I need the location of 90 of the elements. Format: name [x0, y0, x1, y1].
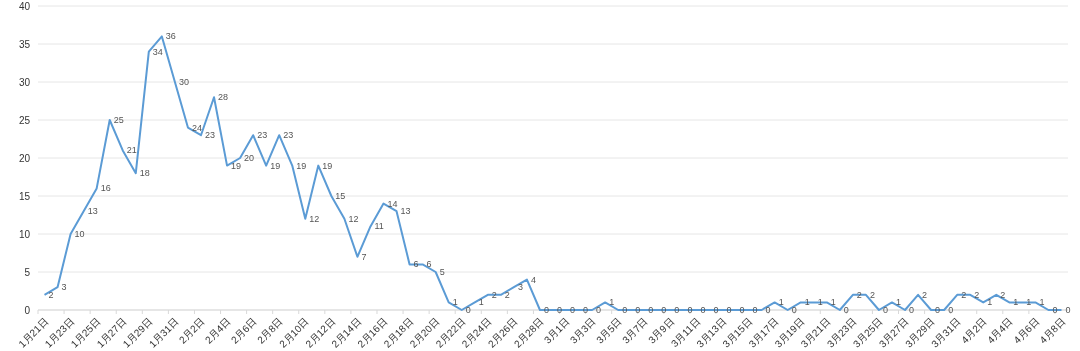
data-label: 20: [244, 153, 255, 163]
data-label: 19: [270, 160, 281, 171]
data-label: 19: [296, 160, 307, 171]
data-label: 5: [439, 267, 445, 277]
y-tick-label: 10: [18, 229, 31, 240]
data-label: 21: [126, 145, 137, 156]
data-label: 0: [622, 305, 628, 315]
y-tick-label: 15: [18, 191, 31, 202]
y-tick-label: 0: [24, 305, 31, 316]
data-label: 0: [687, 305, 693, 315]
data-label: 0: [935, 305, 941, 315]
data-label: 1: [817, 297, 823, 308]
data-label: 0: [948, 305, 954, 315]
data-label: 2: [974, 289, 980, 300]
data-label: 24: [191, 122, 202, 133]
data-label: 1: [895, 297, 901, 308]
data-label: 15: [335, 191, 346, 201]
y-tick-label: 20: [18, 153, 31, 164]
data-label: 0: [765, 305, 771, 315]
data-label: 0: [1052, 305, 1058, 315]
data-label: 12: [348, 213, 359, 224]
data-label: 36: [165, 31, 176, 42]
data-label: 3: [517, 282, 523, 293]
data-label: 1: [1013, 297, 1019, 308]
data-label: 7: [361, 251, 367, 262]
data-label: 0: [570, 305, 576, 315]
data-label: 1: [1039, 297, 1045, 308]
data-label: 0: [752, 305, 758, 315]
data-label: 0: [661, 305, 667, 315]
data-label: 0: [739, 305, 745, 315]
data-label: 23: [257, 130, 268, 141]
data-label: 1: [609, 297, 615, 308]
data-label: 19: [322, 160, 333, 171]
data-label: 12: [309, 213, 320, 224]
data-label: 19: [231, 160, 242, 171]
data-label: 1: [830, 297, 836, 308]
data-label: 0: [557, 305, 563, 315]
data-label: 1: [478, 297, 484, 308]
data-label: 1: [1026, 297, 1032, 308]
data-label: 28: [218, 92, 229, 103]
y-tick-label: 40: [18, 1, 31, 12]
data-label: 2: [48, 289, 54, 300]
y-tick-label: 5: [24, 267, 31, 278]
data-label: 1: [778, 297, 784, 308]
data-label: 0: [465, 305, 471, 315]
data-label: 10: [74, 229, 85, 239]
data-label: 2: [856, 289, 862, 300]
data-label: 1: [987, 297, 993, 308]
data-label: 14: [387, 198, 398, 209]
data-label: 0: [543, 305, 549, 315]
data-label: 1: [452, 297, 458, 308]
data-label: 16: [100, 183, 111, 194]
data-label: 0: [583, 305, 589, 315]
data-label: 18: [139, 168, 150, 179]
data-label: 25: [113, 115, 124, 125]
data-label: 0: [726, 305, 732, 315]
data-label: 0: [882, 305, 888, 315]
data-label: 0: [700, 305, 706, 315]
data-label: 23: [204, 130, 215, 141]
data-label: 2: [504, 289, 510, 300]
data-label: 0: [909, 305, 915, 315]
y-tick-label: 25: [18, 115, 31, 126]
data-label: 0: [674, 305, 680, 315]
data-label: 0: [713, 305, 719, 315]
data-label: 6: [426, 259, 432, 270]
y-tick-label: 30: [18, 77, 31, 88]
data-label: 6: [413, 259, 419, 270]
data-label: 0: [635, 305, 641, 315]
data-label: 2: [1000, 289, 1006, 300]
data-label: 34: [152, 46, 163, 57]
data-label: 2: [922, 289, 928, 300]
data-label: 13: [87, 206, 98, 217]
data-label: 0: [843, 305, 849, 315]
x-tick-label: 2月6日: [229, 315, 259, 346]
data-label: 4: [530, 274, 536, 285]
data-label: 0: [648, 305, 654, 315]
data-label: 23: [283, 130, 294, 141]
data-label: 1: [804, 297, 810, 308]
data-label: 11: [374, 221, 384, 232]
data-label: 0: [596, 305, 602, 315]
data-label: 0: [791, 305, 797, 315]
data-label: 2: [869, 289, 875, 300]
data-label: 2: [961, 289, 967, 300]
data-label: 3: [61, 282, 67, 293]
data-label: 2: [491, 289, 497, 300]
line-series: [43, 35, 1063, 311]
data-label: 13: [400, 206, 411, 217]
y-tick-label: 35: [18, 39, 31, 50]
data-label: 30: [178, 77, 189, 87]
data-label: 0: [1065, 305, 1071, 315]
